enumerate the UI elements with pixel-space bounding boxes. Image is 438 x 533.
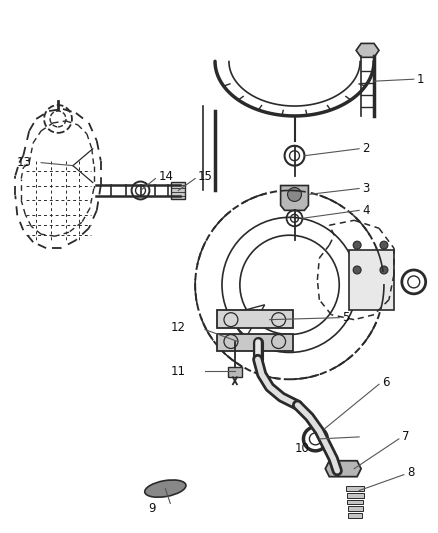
FancyBboxPatch shape [349,250,394,310]
FancyBboxPatch shape [346,486,364,490]
FancyBboxPatch shape [348,513,362,519]
FancyBboxPatch shape [217,310,293,328]
Polygon shape [356,43,379,58]
Polygon shape [325,461,361,477]
Polygon shape [171,182,185,199]
Circle shape [288,188,301,201]
FancyBboxPatch shape [348,506,363,512]
FancyBboxPatch shape [347,499,363,504]
Text: 8: 8 [407,466,414,479]
Text: 14: 14 [159,170,173,183]
Text: 11: 11 [170,365,185,378]
Text: 13: 13 [16,156,31,169]
Text: 2: 2 [362,142,370,155]
Polygon shape [228,367,242,377]
Text: 1: 1 [417,72,424,86]
Text: 10: 10 [294,442,309,455]
FancyBboxPatch shape [217,334,293,351]
Ellipse shape [145,480,186,497]
FancyBboxPatch shape [347,492,364,497]
Polygon shape [281,185,308,211]
Text: 4: 4 [362,204,370,217]
Text: 12: 12 [170,321,185,334]
Circle shape [353,241,361,249]
Text: 3: 3 [362,182,370,195]
Text: 5: 5 [342,311,350,324]
Text: 9: 9 [148,502,156,515]
Circle shape [380,241,388,249]
Circle shape [380,266,388,274]
Circle shape [353,266,361,274]
Text: 15: 15 [198,170,213,183]
Text: 6: 6 [382,376,389,389]
Text: 7: 7 [402,431,410,443]
